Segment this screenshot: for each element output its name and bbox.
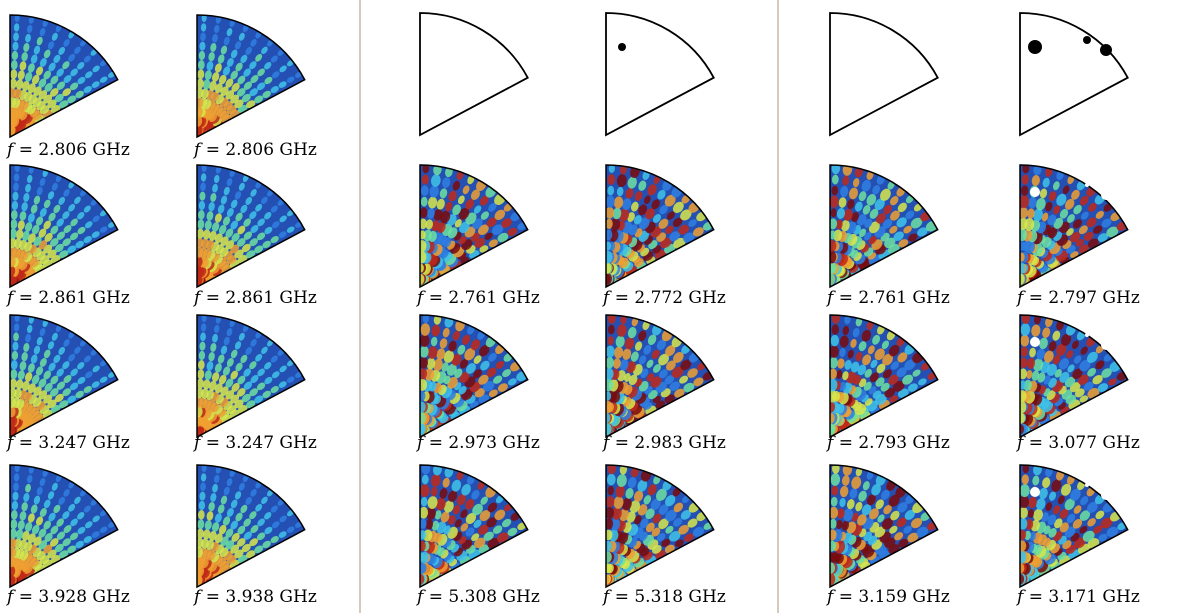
frequency-label: f = 3.928 GHz	[7, 587, 130, 607]
scatterer	[1083, 36, 1091, 44]
frequency-label: f = 3.171 GHz	[1017, 587, 1140, 607]
field-pattern	[601, 313, 714, 440]
scatterer	[1028, 40, 1042, 54]
figure: f = 2.806 GHz f = 2.806 GHz f = 2.861 GHz f…	[0, 0, 1178, 613]
scatterer	[1101, 340, 1111, 350]
frequency-label: f = 3.938 GHz	[194, 587, 317, 607]
figure-graphics	[0, 0, 1178, 613]
frequency-label: f = 2.761 GHz	[417, 288, 540, 308]
sector-outline	[420, 13, 528, 135]
scatterer	[1085, 333, 1089, 337]
field-pattern	[1015, 463, 1128, 589]
field-pattern	[6, 14, 118, 141]
scatterer	[1030, 487, 1040, 497]
field-pattern	[826, 313, 938, 440]
frequency-label: f = 3.077 GHz	[1017, 433, 1140, 453]
scatterer	[1030, 187, 1040, 197]
sector-outline	[830, 13, 938, 135]
sector-outline	[1020, 13, 1128, 135]
scatterer	[1085, 483, 1089, 487]
field-pattern	[1016, 163, 1129, 290]
frequency-label: f = 2.793 GHz	[827, 433, 950, 453]
field-pattern	[193, 314, 305, 441]
scatterer	[618, 43, 626, 51]
scatterer	[1030, 337, 1040, 347]
field-pattern	[825, 163, 940, 290]
frequency-label: f = 2.772 GHz	[603, 288, 726, 308]
frequency-label: f = 3.159 GHz	[827, 587, 950, 607]
frequency-label: f = 2.806 GHz	[194, 140, 317, 160]
frequency-label: f = 2.806 GHz	[7, 140, 130, 160]
field-pattern	[416, 163, 528, 289]
frequency-label: f = 2.973 GHz	[417, 433, 540, 453]
frequency-label: f = 3.247 GHz	[7, 433, 130, 453]
field-pattern	[193, 464, 305, 591]
frequency-label: f = 2.861 GHz	[194, 288, 317, 308]
field-pattern	[416, 462, 528, 589]
field-pattern	[415, 314, 529, 440]
scatterer	[1085, 183, 1089, 187]
field-pattern	[193, 14, 305, 141]
frequency-label: f = 5.318 GHz	[603, 587, 726, 607]
frequency-label: f = 2.983 GHz	[603, 433, 726, 453]
field-pattern	[825, 463, 938, 590]
scatterer	[1101, 490, 1111, 500]
field-pattern	[6, 164, 118, 291]
sector-outline	[606, 13, 714, 135]
field-pattern	[6, 314, 118, 441]
frequency-label: f = 5.308 GHz	[417, 587, 540, 607]
field-pattern	[603, 463, 714, 589]
field-pattern	[1016, 313, 1129, 439]
scatterer	[1101, 190, 1111, 200]
field-pattern	[601, 164, 714, 291]
field-pattern	[193, 164, 305, 291]
frequency-label: f = 2.861 GHz	[7, 288, 130, 308]
frequency-label: f = 2.761 GHz	[827, 288, 950, 308]
frequency-label: f = 3.247 GHz	[194, 433, 317, 453]
frequency-label: f = 2.797 GHz	[1017, 288, 1140, 308]
scatterer	[1100, 44, 1112, 56]
field-pattern	[6, 464, 118, 591]
